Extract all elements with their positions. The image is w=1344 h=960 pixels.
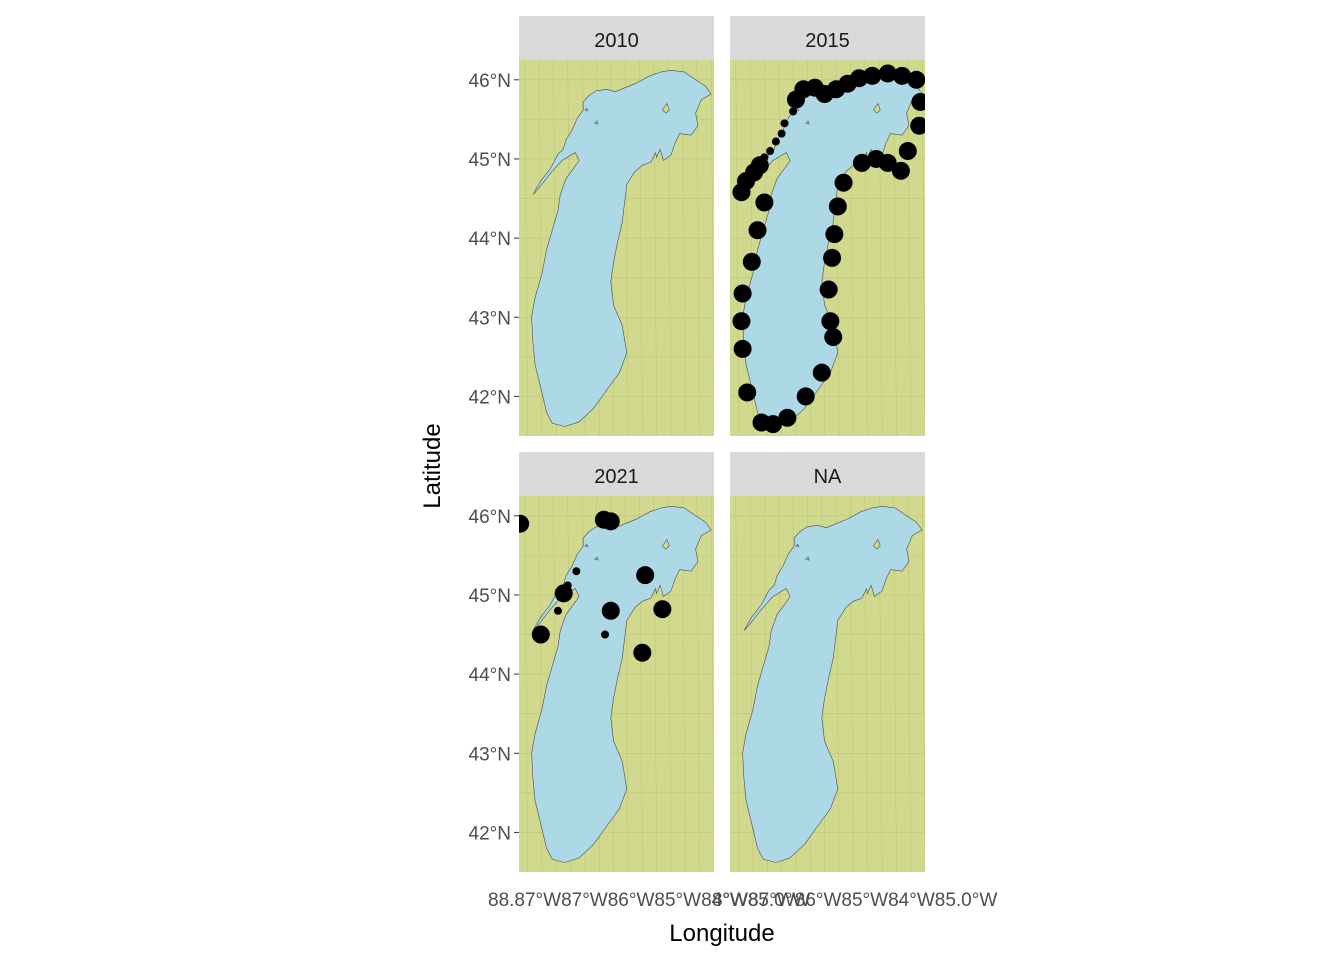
observation-point — [898, 142, 917, 161]
observation-point — [825, 225, 844, 244]
observation-point — [789, 107, 798, 116]
observation-point — [823, 248, 842, 267]
observation-point — [755, 193, 774, 212]
island-shape — [594, 120, 599, 125]
observation-point — [601, 630, 610, 639]
facet-strip-label: 2015 — [805, 30, 850, 52]
observation-point — [863, 66, 882, 85]
observation-point — [738, 383, 757, 402]
observation-point — [878, 64, 897, 83]
map-area — [519, 60, 714, 436]
observation-point — [867, 149, 886, 168]
observation-point — [760, 153, 769, 162]
y-tick-label: 46°N — [469, 71, 511, 92]
facet-strip — [730, 452, 925, 496]
observation-point — [819, 280, 838, 299]
island-shape — [661, 538, 670, 550]
lake-michigan-shape — [742, 505, 923, 863]
facet-panels: 2010 2015 2021 NA — [519, 16, 925, 872]
observation-point — [780, 119, 789, 128]
observation-point — [732, 312, 751, 331]
observation-point — [777, 129, 786, 138]
island-shape — [872, 102, 881, 114]
facet-panel-2021: 2021 — [519, 452, 714, 872]
observation-point — [554, 606, 562, 615]
observation-point — [778, 408, 797, 427]
y-tick-label: 43°N — [469, 308, 511, 329]
map-area — [730, 60, 925, 436]
island-shape — [805, 120, 810, 125]
observation-point — [891, 161, 910, 180]
y-tick-label: 42°N — [469, 387, 511, 408]
observation-point — [834, 173, 853, 192]
observation-point — [828, 197, 847, 216]
island-shape — [584, 107, 589, 112]
island-shape — [795, 543, 800, 548]
facet-panel-2015: 2015 — [730, 16, 925, 436]
island-shape — [594, 556, 599, 561]
observation-point — [742, 252, 761, 271]
observation-point — [563, 581, 572, 590]
island-shape — [661, 102, 670, 114]
observation-point — [766, 147, 775, 156]
observation-point — [733, 284, 752, 303]
observation-point — [821, 312, 840, 331]
observation-point — [733, 339, 752, 358]
lake-michigan-shape — [531, 69, 712, 427]
observation-point — [852, 153, 871, 172]
observation-point — [893, 66, 912, 85]
y-tick-label: 43°N — [469, 744, 511, 765]
y-tick-label: 44°N — [469, 229, 511, 250]
observation-point — [812, 363, 831, 382]
x-tick-labels-right: 8°W87°W86°W85°W84°W85.0°W — [712, 890, 997, 911]
observation-point — [771, 137, 780, 146]
observation-point — [633, 643, 652, 662]
island-shape — [584, 543, 589, 548]
observation-point — [910, 116, 925, 135]
island-shape — [872, 538, 881, 550]
y-axes: 42°N 43°N 44°N 45°N 46°N 42°N 43°N 44°N 45°N 46°N — [469, 71, 519, 844]
facet-panel-2010: 2010 — [519, 16, 714, 436]
observation-point — [572, 567, 581, 576]
observation-point — [907, 70, 925, 89]
island-shape — [805, 556, 810, 561]
observation-point — [653, 600, 672, 619]
observation-point — [601, 512, 620, 531]
y-tick-label: 45°N — [469, 150, 511, 171]
y-tick-label: 42°N — [469, 823, 511, 844]
facet-strip-label: 2010 — [594, 30, 639, 52]
facet-panel-na: NA — [730, 452, 925, 872]
observation-point — [824, 328, 843, 347]
facet-strip-label: NA — [814, 466, 842, 488]
observation-point — [911, 92, 925, 111]
facet-strip-label: 2021 — [594, 466, 639, 488]
x-axis-title: Longitude — [669, 920, 774, 947]
observation-point — [519, 514, 530, 533]
island-shape — [795, 107, 800, 112]
map-area — [730, 496, 925, 872]
y-axis-title: Latitude — [419, 423, 446, 508]
observation-point — [752, 413, 771, 432]
map-area — [519, 496, 714, 872]
facet-strip — [519, 452, 714, 496]
facet-strip — [519, 16, 714, 60]
observation-point — [636, 566, 655, 585]
observation-point — [601, 601, 620, 620]
y-tick-label: 45°N — [469, 586, 511, 607]
observation-point — [748, 221, 767, 240]
y-tick-label: 44°N — [469, 665, 511, 686]
x-tick-labels-left: 88.87°W87°W86°W85°W84°W85.0°W — [488, 890, 810, 911]
observation-point — [531, 625, 550, 644]
observation-point — [796, 387, 815, 406]
y-tick-label: 46°N — [469, 507, 511, 528]
facet-strip — [730, 16, 925, 60]
